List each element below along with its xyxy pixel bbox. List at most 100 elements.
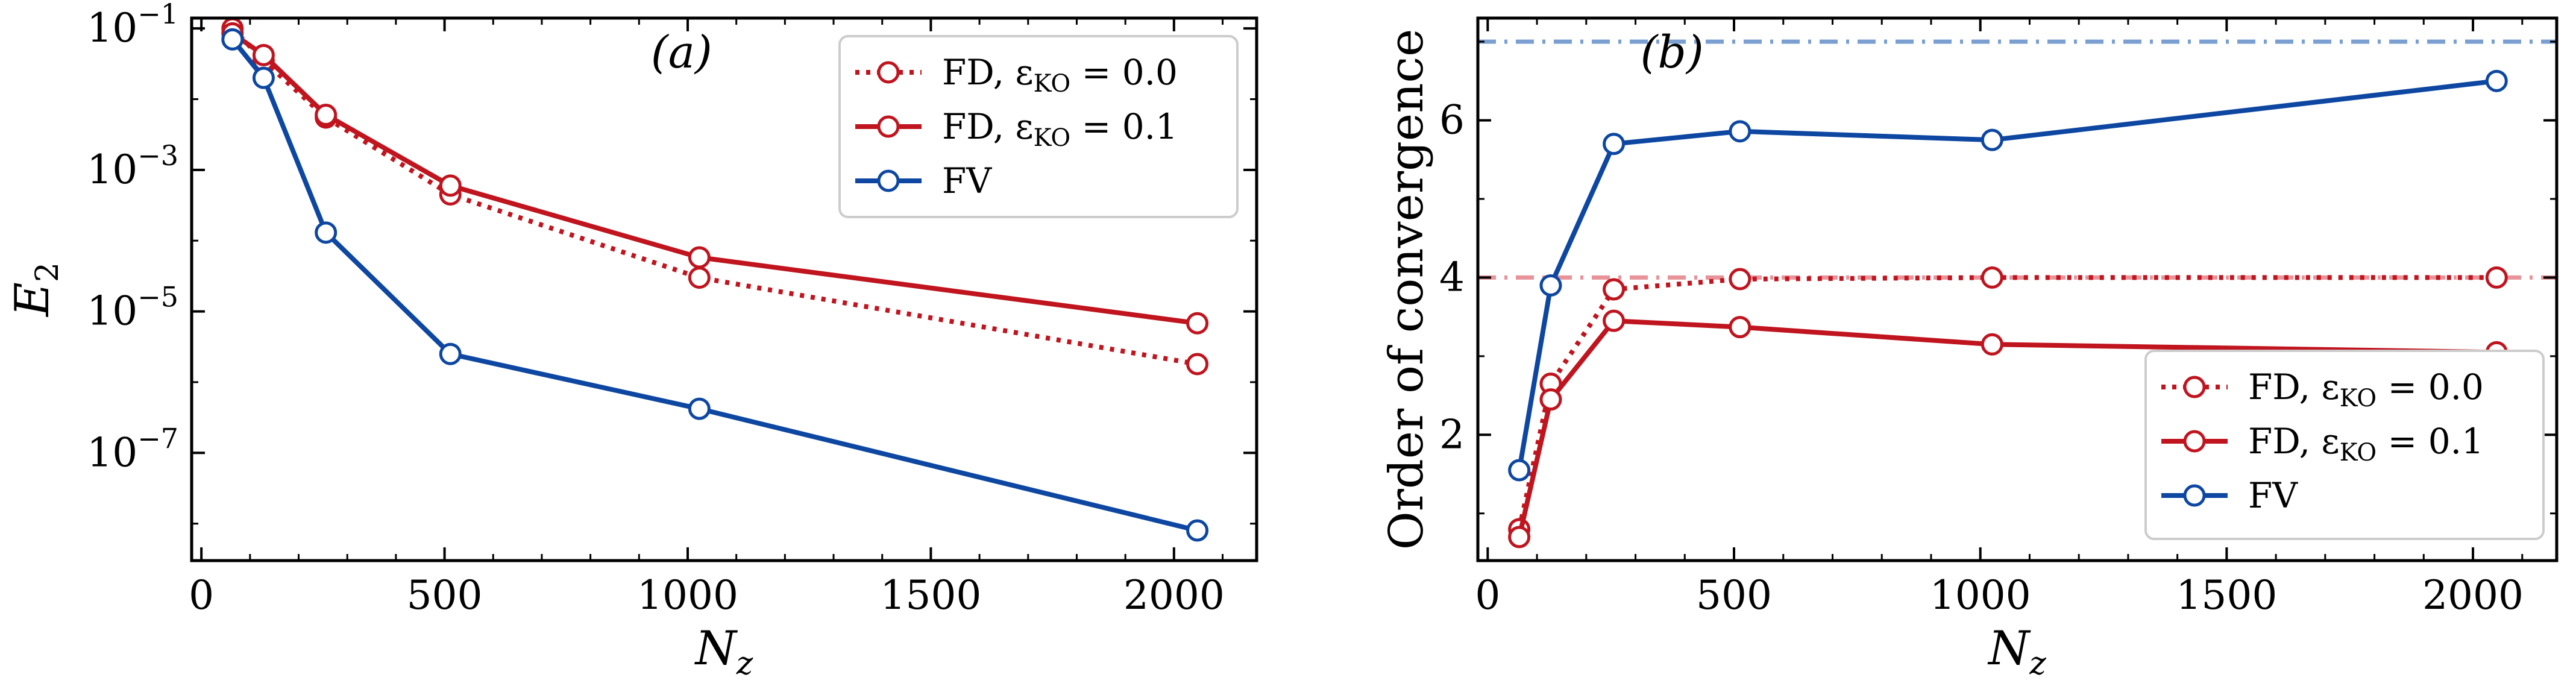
y-tick-base: 6 bbox=[1439, 97, 1465, 143]
x-axis-title: Nz bbox=[1987, 621, 2046, 682]
data-point-series-1 bbox=[688, 246, 711, 269]
data-point-series-2 bbox=[1508, 459, 1531, 482]
x-tick-label: 500 bbox=[407, 572, 483, 618]
plot-frame bbox=[190, 16, 1258, 562]
legend-marker-1 bbox=[2183, 430, 2206, 453]
y-tick-base: 10 bbox=[87, 5, 137, 51]
plot-frame bbox=[1476, 16, 2559, 562]
x-tick-label: 1500 bbox=[2176, 572, 2277, 618]
x-axis-title: Nz bbox=[694, 621, 753, 682]
data-point-series-0 bbox=[1981, 266, 2003, 289]
x-axis-title-sub: z bbox=[736, 646, 753, 682]
legend-marker-0 bbox=[877, 61, 900, 84]
y-tick-label: 2 bbox=[1439, 411, 1465, 458]
y-tick-base: 10 bbox=[87, 429, 137, 476]
x-tick-label: 2000 bbox=[2422, 572, 2524, 618]
y-axis-title: Order of convergence bbox=[1380, 29, 1434, 550]
data-point-series-2 bbox=[1603, 133, 1626, 156]
y-tick-exponent: −3 bbox=[137, 139, 178, 172]
panel-b-convergence-order-chart: 0 500 1000 1500 2000 2 4 6 (b) Nz Order of converg… bbox=[1380, 16, 2559, 682]
data-point-series-2 bbox=[439, 342, 462, 365]
data-point-series-0 bbox=[688, 266, 711, 289]
data-point-series-1 bbox=[1981, 333, 2003, 356]
data-point-series-1 bbox=[1729, 316, 1751, 339]
x-tick-label: 1000 bbox=[1930, 572, 2031, 618]
legend-label-main: FV bbox=[2248, 475, 2298, 516]
data-point-series-2 bbox=[1186, 519, 1209, 542]
legend-label-main: FD, ε bbox=[2248, 421, 2340, 462]
legend-label-0: FD, εKO = 0.0 bbox=[2248, 367, 2484, 412]
legend-box bbox=[838, 35, 1239, 218]
x-tick-label: 1500 bbox=[880, 572, 981, 618]
x-axis-title-sub: z bbox=[2029, 646, 2046, 682]
data-point-series-2 bbox=[688, 397, 711, 420]
data-point-series-1 bbox=[1508, 526, 1531, 549]
y-tick-exponent: −5 bbox=[137, 281, 178, 313]
y-tick-label: 10−3 bbox=[87, 139, 178, 193]
data-point-series-2 bbox=[221, 28, 244, 51]
data-point-series-1 bbox=[315, 104, 338, 127]
y-axis-title-sub: 2 bbox=[30, 262, 66, 282]
data-point-series-0 bbox=[1729, 268, 1751, 291]
y-tick-exponent: −1 bbox=[137, 0, 178, 30]
data-point-series-1 bbox=[1186, 312, 1209, 335]
data-point-series-2 bbox=[252, 66, 275, 89]
data-point-series-2 bbox=[315, 221, 338, 244]
y-tick-label: 6 bbox=[1439, 97, 1465, 143]
legend-label-1: FD, εKO = 0.1 bbox=[942, 106, 1178, 152]
legend-label-main: FV bbox=[942, 160, 992, 201]
y-tick-base: 2 bbox=[1439, 411, 1465, 458]
data-point-series-0 bbox=[1186, 353, 1209, 376]
panel-label: (b) bbox=[1641, 27, 1704, 78]
data-point-series-2 bbox=[1729, 120, 1751, 143]
y-tick-label: 4 bbox=[1439, 254, 1465, 300]
panel-a-error-norm-chart: 0 500 1000 1500 200010−110−310−510−7(a)NzE2F… bbox=[5, 0, 1258, 682]
legend-label-sub: KO bbox=[1034, 70, 1071, 98]
x-axis-title-text: N bbox=[1987, 621, 2031, 676]
data-point-series-2 bbox=[1981, 128, 2003, 151]
y-tick-label: 10−7 bbox=[87, 422, 178, 476]
legend-marker-1 bbox=[877, 115, 900, 138]
legend-label-1: FD, εKO = 0.1 bbox=[2248, 421, 2484, 467]
data-point-series-1 bbox=[252, 43, 275, 66]
y-axis-title: E2 bbox=[5, 262, 66, 318]
data-point-series-2 bbox=[2485, 69, 2508, 92]
legend-marker-2 bbox=[877, 169, 900, 192]
legend-label-tail: = 0.1 bbox=[2377, 421, 2484, 462]
series-line-0 bbox=[230, 27, 1198, 367]
legend: FD, εKO = 0.0 FD, εKO = 0.1 FV bbox=[2144, 350, 2545, 540]
legend-label-main: FD, ε bbox=[942, 52, 1034, 93]
legend-box bbox=[2144, 350, 2545, 540]
data-point-series-0 bbox=[1603, 278, 1626, 301]
data-point-series-1 bbox=[1539, 388, 1562, 411]
y-tick-exponent: −7 bbox=[137, 422, 178, 455]
data-point-series-1 bbox=[1603, 309, 1626, 332]
y-tick-label: 10−5 bbox=[87, 281, 178, 335]
legend-label-0: FD, εKO = 0.0 bbox=[942, 52, 1178, 98]
legend-label-tail: = 0.1 bbox=[1070, 106, 1178, 147]
panel-label: (a) bbox=[651, 27, 712, 78]
x-axis-title-text: N bbox=[694, 621, 738, 676]
series-line-2 bbox=[1516, 78, 2497, 471]
y-tick-base: 4 bbox=[1439, 254, 1465, 300]
y-tick-base: 10 bbox=[87, 288, 137, 335]
x-tick-label: 500 bbox=[1696, 572, 1772, 618]
data-point-series-2 bbox=[1539, 274, 1562, 297]
legend-marker-2 bbox=[2183, 484, 2206, 507]
legend-label-tail: = 0.0 bbox=[2377, 367, 2484, 408]
legend-marker-0 bbox=[2183, 376, 2206, 398]
data-point-series-0 bbox=[2485, 266, 2508, 289]
legend-label-2: FV bbox=[942, 160, 992, 201]
legend: FD, εKO = 0.0FD, εKO = 0.1FV bbox=[838, 35, 1239, 218]
x-tick-label: 2000 bbox=[1123, 572, 1225, 618]
series-line-1 bbox=[1516, 318, 2497, 538]
x-tick-label: 0 bbox=[189, 572, 214, 618]
x-tick-label: 0 bbox=[1475, 572, 1500, 618]
y-tick-label: 10−1 bbox=[87, 0, 178, 51]
y-tick-base: 10 bbox=[87, 146, 137, 193]
series-line-0 bbox=[1516, 275, 2497, 530]
x-tick-label: 1000 bbox=[637, 572, 738, 618]
legend-label-sub: KO bbox=[1034, 124, 1071, 152]
legend-label-main: FD, ε bbox=[942, 106, 1034, 147]
